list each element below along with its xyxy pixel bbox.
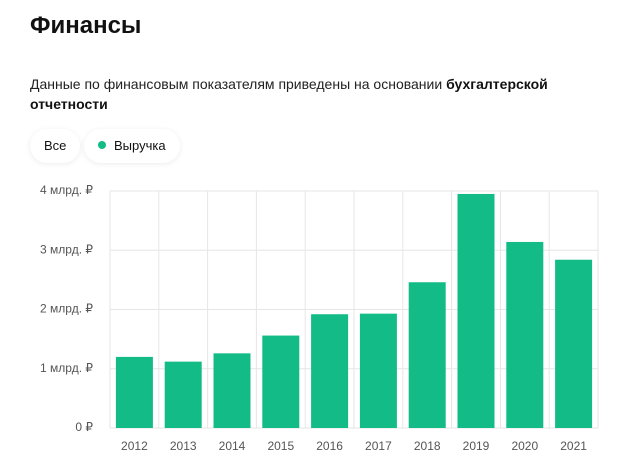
chart: 0 ₽ 1 млрд. ₽ 2 млрд. ₽ 3 млрд. ₽ 4 млрд. ₽ 2… <box>40 183 599 453</box>
bar <box>262 335 300 428</box>
section-title: Финансы <box>30 12 142 39</box>
bar <box>213 353 251 428</box>
y-tick-label: 3 млрд. ₽ <box>40 242 93 256</box>
legend-dot <box>98 141 106 149</box>
bar <box>555 259 593 428</box>
bar <box>408 282 446 428</box>
filter-label: Все <box>44 138 67 153</box>
y-tick-label: 2 млрд. ₽ <box>40 302 93 316</box>
y-tick-label: 1 млрд. ₽ <box>40 361 93 375</box>
x-tick-label: 2020 <box>511 439 538 453</box>
x-tick-label: 2015 <box>267 439 294 453</box>
x-tick-label: 2019 <box>463 439 490 453</box>
x-tick-label: 2012 <box>121 439 148 453</box>
bar <box>506 241 544 428</box>
bar <box>359 313 397 428</box>
description: Данные по финансовым показателям приведе… <box>30 74 570 114</box>
description-emphasis: бухгалтерской отчетности <box>30 76 548 112</box>
description-text: Данные по финансовым показателям приведе… <box>30 76 443 92</box>
bar <box>311 314 349 428</box>
x-tick-label: 2021 <box>560 439 587 453</box>
x-tick-label: 2016 <box>316 439 343 453</box>
x-tick-label: 2014 <box>219 439 246 453</box>
x-tick-label: 2013 <box>170 439 197 453</box>
y-tick-label: 4 млрд. ₽ <box>40 183 93 197</box>
x-tick-label: 2017 <box>365 439 392 453</box>
legend-label: Выручка <box>114 138 166 153</box>
y-tick-label: 0 ₽ <box>75 420 93 434</box>
bar <box>115 356 153 428</box>
filter-all[interactable]: Все <box>30 129 81 163</box>
x-tick-label: 2018 <box>414 439 441 453</box>
filter-revenue[interactable]: Выручка <box>84 129 180 163</box>
bar <box>164 361 202 428</box>
bar <box>457 193 495 428</box>
